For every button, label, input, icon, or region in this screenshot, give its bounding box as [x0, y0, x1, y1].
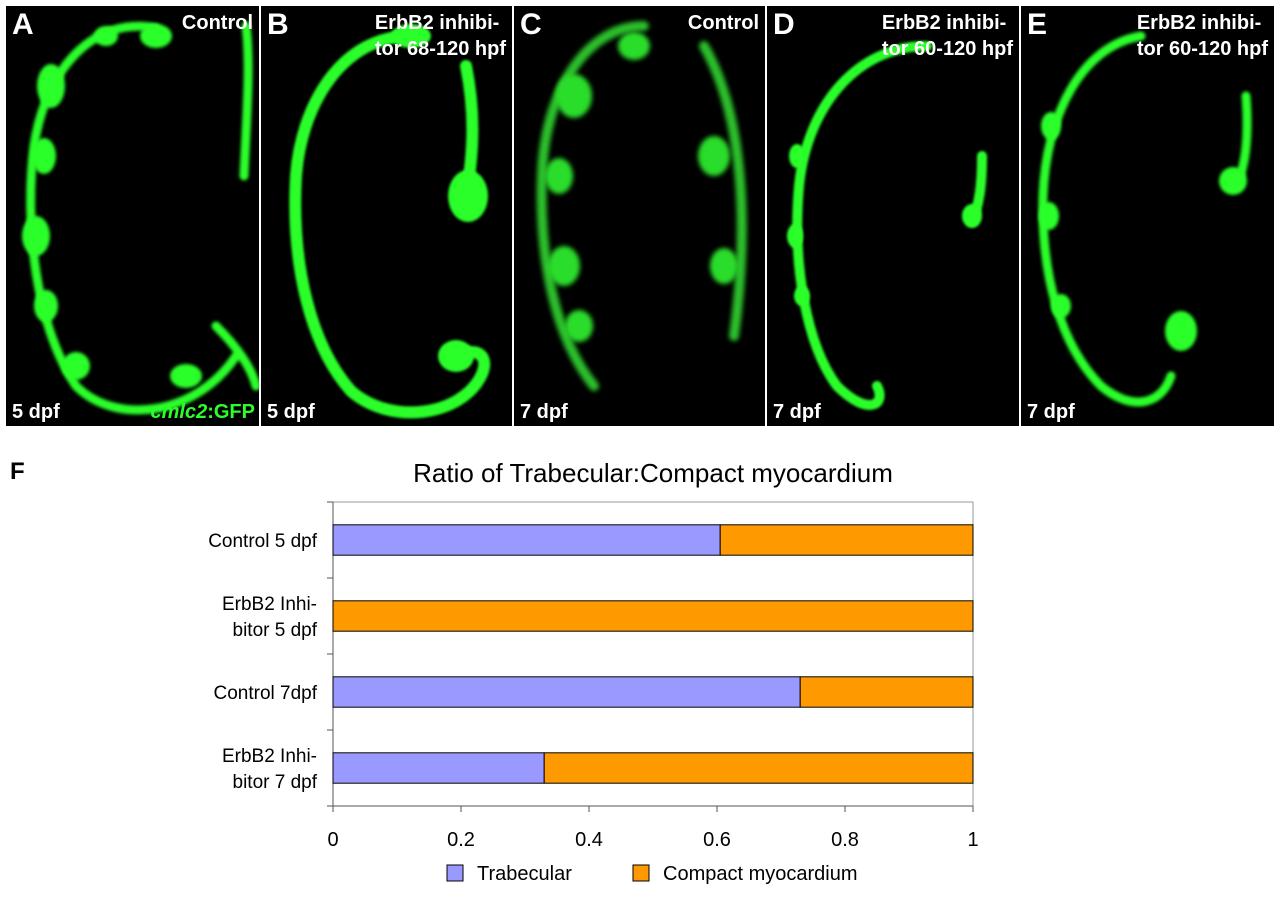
heart-image-e	[1038, 31, 1252, 407]
micrograph-panel-b: B ErbB2 inhibi-tor 68-120 hpf 5 dpf	[261, 6, 512, 426]
legend-label: Compact myocardium	[663, 863, 858, 885]
panel-title: Control	[687, 12, 759, 34]
micrograph-panel-c: C Control 7 dpf	[514, 6, 765, 426]
bar-segment	[543, 752, 974, 784]
x-tick-label: 0.2	[447, 829, 475, 851]
x-tick-label: 0	[327, 829, 338, 851]
micrograph-panel-d: D ErbB2 inhibi-tor 60-120 hpf 7 dpf	[767, 6, 1019, 426]
category-label: Control 5 dpf	[208, 531, 318, 552]
panel-title: ErbB2 inhibi-tor 60-120 hpf	[1136, 12, 1268, 60]
bar-segment	[799, 676, 974, 708]
panel-marker: cmlc2:GFP	[150, 401, 256, 423]
panel-title: ErbB2 inhibi-tor 68-120 hpf	[374, 12, 506, 60]
panel-stage: 7 dpf	[1027, 401, 1075, 423]
panel-label: C	[520, 8, 542, 41]
panel-stage: 5 dpf	[12, 401, 60, 423]
figure-f-label: F	[10, 458, 25, 485]
legend-swatch	[632, 864, 650, 882]
legend-swatch	[446, 864, 464, 882]
panel-title: Control	[181, 12, 253, 34]
heart-image-b	[289, 24, 491, 419]
category-label: ErbB2 Inhi-	[222, 746, 317, 767]
panel-label: A	[12, 8, 34, 41]
category-label: bitor 7 dpf	[233, 772, 318, 793]
panel-title: ErbB2 inhibi-tor 60-120 hpf	[881, 12, 1013, 60]
panel-label: D	[773, 8, 795, 41]
x-tick-label: 0.6	[703, 829, 731, 851]
panel-stage: 7 dpf	[773, 401, 821, 423]
panel-label: E	[1027, 8, 1048, 41]
x-tick-label: 0.8	[831, 829, 859, 851]
legend-label: Trabecular	[477, 863, 572, 885]
bar-segment	[332, 752, 545, 784]
bar-segment	[332, 676, 801, 708]
x-tick-label: 1	[967, 829, 978, 851]
panel-label: B	[267, 8, 289, 41]
bar-segment	[332, 524, 721, 556]
chart-title: Ratio of Trabecular:Compact myocardium	[413, 458, 893, 488]
panel-stage: 5 dpf	[267, 401, 315, 423]
x-tick-label: 0.4	[575, 829, 603, 851]
category-label: bitor 5 dpf	[233, 620, 318, 641]
heart-image-c	[536, 21, 747, 391]
heart-image-a	[22, 21, 259, 415]
micrograph-panel-e: E ErbB2 inhibi-tor 60-120 hpf 7 dpf	[1021, 6, 1274, 426]
bar-segment	[719, 524, 974, 556]
bar-segment	[332, 600, 974, 632]
category-label: Control 7dpf	[213, 683, 317, 704]
panel-stage: 7 dpf	[520, 401, 568, 423]
micrograph-panel-a: A Control 5 dpf cmlc2:GFP	[6, 6, 259, 426]
heart-image-d	[787, 41, 987, 410]
category-label: ErbB2 Inhi-	[222, 594, 317, 615]
